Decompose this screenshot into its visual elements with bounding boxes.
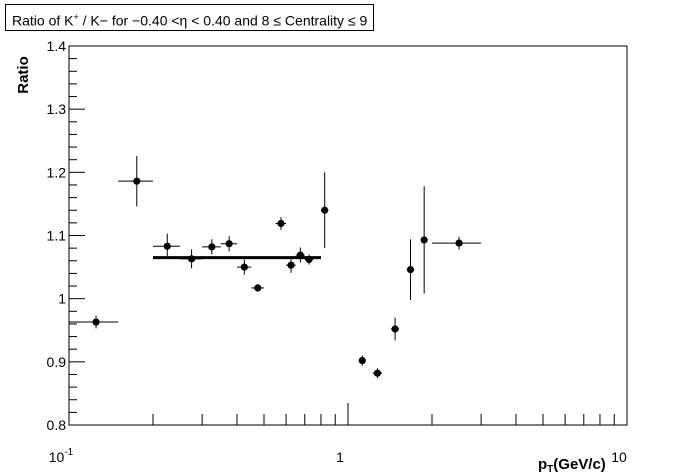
data-point (275, 217, 287, 230)
y-tick-label: 1.3 (47, 101, 67, 117)
data-marker (254, 284, 262, 292)
y-tick-label: 0.8 (47, 417, 67, 433)
x-tick-label: 1 (336, 449, 344, 465)
data-point (180, 249, 203, 269)
data-marker (321, 206, 329, 214)
y-tick-label: 1.4 (47, 38, 67, 54)
data-marker (187, 255, 196, 263)
data-marker (296, 251, 304, 259)
data-marker (391, 325, 399, 333)
data-point (69, 315, 119, 329)
x-tick-label: 10-1 (49, 447, 74, 465)
data-point (420, 186, 428, 294)
data-point (220, 236, 237, 252)
data-marker (406, 266, 415, 274)
data-marker (133, 177, 141, 185)
x-tick-label: 10 (611, 449, 627, 465)
data-point (358, 355, 366, 366)
data-marker (358, 356, 366, 365)
data-marker (455, 239, 463, 247)
data-point (251, 284, 265, 292)
data-marker (287, 261, 295, 269)
data-point (390, 317, 400, 341)
y-tick-label: 0.9 (47, 354, 67, 370)
data-point (304, 254, 314, 265)
x-axis-label: pT(GeV/c) (538, 456, 606, 474)
chart-title: Ratio of K+ / K− for −0.40 <η < 0.40 and… (5, 4, 375, 31)
data-marker (163, 242, 171, 250)
data-point (320, 172, 329, 249)
data-point (202, 239, 221, 255)
data-point (295, 247, 305, 263)
data-marker (420, 236, 428, 244)
data-marker (208, 243, 216, 251)
y-tick-label: 1.2 (47, 164, 67, 180)
x-axis-label-main: p (538, 456, 547, 473)
y-axis-label: Ratio (15, 56, 32, 94)
data-marker (305, 255, 313, 264)
y-tick-label: 1 (58, 291, 66, 307)
title-superscript: + (73, 12, 79, 22)
title-prefix: Ratio of K (12, 12, 74, 29)
data-point (236, 259, 252, 275)
x-axis-label-unit: (GeV/c) (553, 456, 606, 473)
data-marker (92, 318, 100, 326)
title-suffix: − for −0.40 <η < 0.40 and 8 ≤ Centrality… (99, 12, 368, 29)
data-marker (240, 263, 248, 271)
data-point (406, 239, 415, 300)
data-marker (277, 219, 285, 228)
data-marker (373, 369, 382, 377)
data-point (431, 236, 482, 250)
data-point (152, 233, 181, 259)
data-point (286, 257, 296, 273)
data-point (118, 155, 153, 207)
y-tick-label: 1.1 (47, 228, 67, 244)
plot-frame (68, 45, 628, 426)
svg-text:pT(GeV/c): pT(GeV/c) (538, 456, 606, 474)
data-marker (225, 240, 233, 248)
title-middle: / K (78, 12, 100, 29)
data-point (372, 368, 383, 379)
x-axis-label-subscript: T (547, 464, 553, 474)
